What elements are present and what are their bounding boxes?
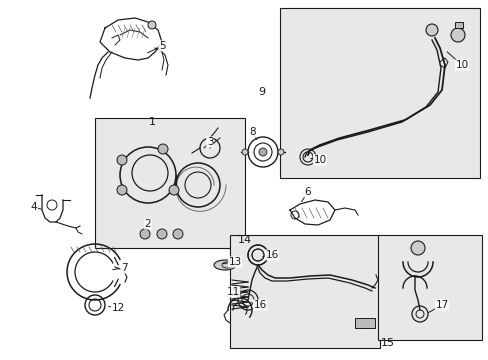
Circle shape: [242, 149, 247, 155]
Text: 4: 4: [31, 202, 37, 212]
Text: 10: 10: [454, 60, 468, 70]
Text: 12: 12: [111, 303, 124, 313]
Bar: [377, 235, 481, 340]
Ellipse shape: [214, 260, 236, 270]
Text: 15: 15: [380, 338, 394, 348]
Circle shape: [117, 185, 127, 195]
Circle shape: [140, 229, 150, 239]
Text: 6: 6: [304, 187, 311, 197]
Text: 11: 11: [226, 287, 239, 297]
Text: 3: 3: [206, 137, 213, 147]
Bar: [229, 235, 379, 348]
Text: 1: 1: [148, 117, 155, 127]
Bar: [354, 318, 374, 328]
Text: 14: 14: [238, 235, 251, 245]
Circle shape: [158, 144, 168, 154]
Bar: [454, 22, 462, 28]
Circle shape: [278, 149, 284, 155]
Text: 17: 17: [434, 300, 447, 310]
Circle shape: [169, 185, 179, 195]
Text: 16: 16: [253, 300, 266, 310]
Text: 16: 16: [265, 250, 278, 260]
Bar: [95, 118, 244, 248]
Text: 13: 13: [228, 257, 241, 267]
Text: 9: 9: [258, 87, 265, 97]
Circle shape: [157, 229, 167, 239]
Circle shape: [117, 155, 127, 165]
Circle shape: [173, 229, 183, 239]
Text: 2: 2: [144, 219, 151, 229]
Text: 8: 8: [249, 127, 256, 137]
Text: 7: 7: [121, 263, 127, 273]
Circle shape: [148, 21, 156, 29]
Circle shape: [450, 28, 464, 42]
Text: 5: 5: [159, 41, 165, 51]
Text: 10: 10: [313, 155, 326, 165]
Circle shape: [410, 241, 424, 255]
Circle shape: [425, 24, 437, 36]
Circle shape: [259, 148, 266, 156]
Bar: [280, 8, 479, 178]
